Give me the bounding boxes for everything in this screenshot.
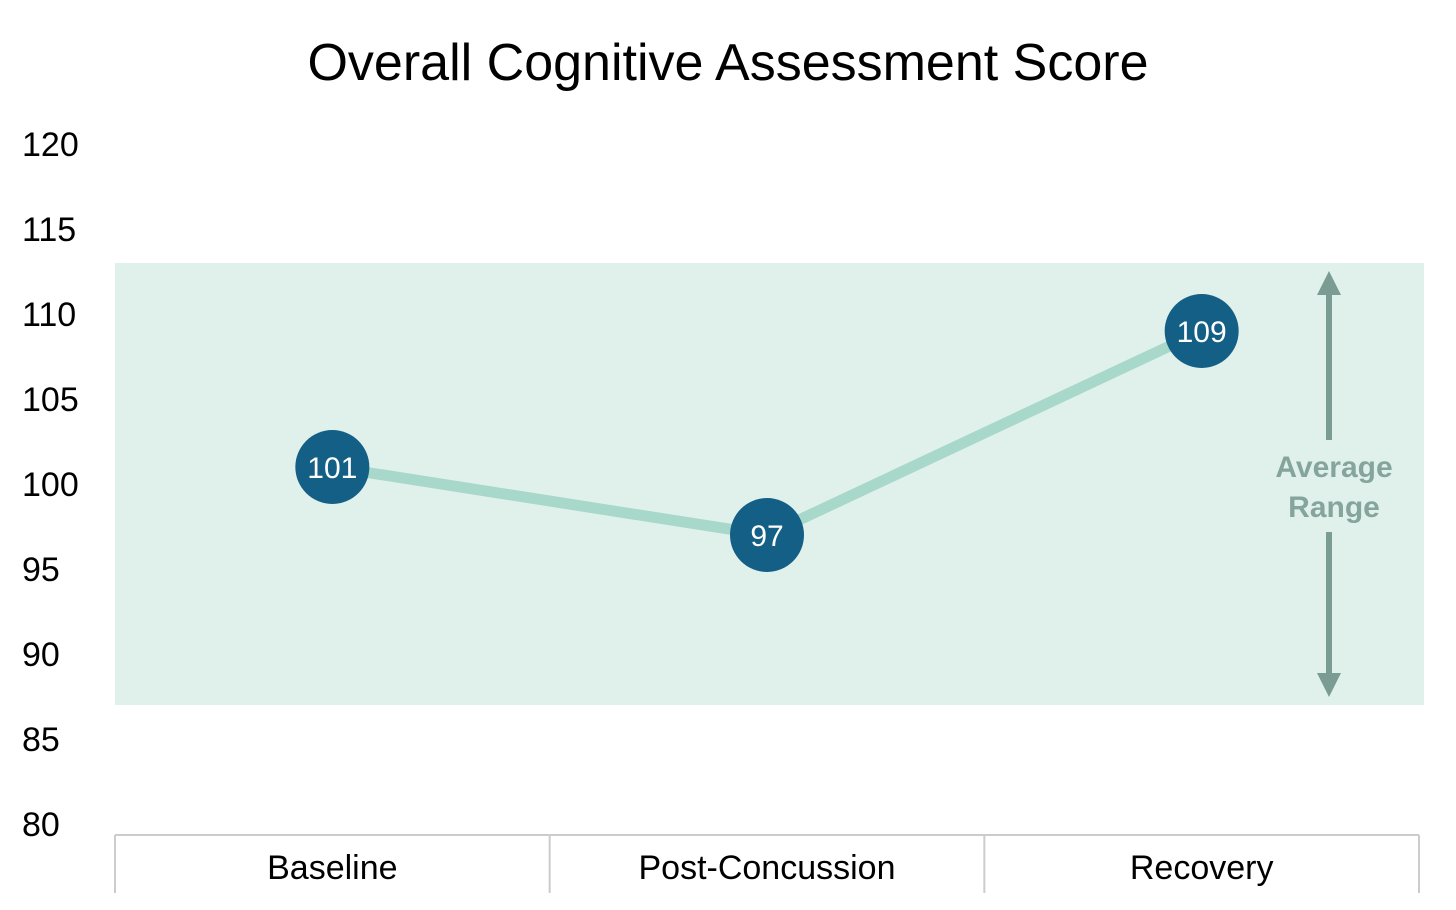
x-tick-label: Post-Concussion: [638, 849, 895, 887]
chart-title: Overall Cognitive Assessment Score: [307, 34, 1148, 92]
y-tick-label: 115: [22, 211, 76, 249]
average-range-label-line2: Range: [1288, 491, 1380, 524]
y-tick-label: 120: [22, 126, 79, 164]
data-points-layer: 101 97 109: [295, 294, 1239, 572]
y-axis: 80 85 90 95 100 105 110 115 120: [22, 126, 79, 844]
x-axis: Baseline Post-Concussion Recovery: [114, 834, 1420, 893]
average-range-annotation: Average Range: [1275, 271, 1393, 697]
x-tick-label: Recovery: [1130, 849, 1274, 887]
y-tick-label: 100: [22, 466, 79, 504]
y-tick-label: 85: [22, 721, 60, 759]
y-tick-label: 105: [22, 381, 79, 419]
data-label: 109: [1177, 316, 1227, 349]
y-tick-label: 80: [22, 806, 60, 844]
y-tick-label: 90: [22, 636, 60, 674]
range-arrow-up-head: [1317, 271, 1341, 295]
data-label: 101: [307, 452, 357, 485]
x-tick-label: Baseline: [267, 849, 397, 887]
data-label: 97: [750, 520, 783, 553]
average-range-label-line1: Average: [1275, 451, 1392, 484]
y-tick-label: 110: [22, 296, 76, 334]
data-point-marker: [1164, 294, 1239, 368]
data-point-marker: [730, 498, 804, 572]
y-tick-label: 95: [22, 551, 60, 589]
data-point-marker: [295, 430, 370, 504]
range-arrow-down-head: [1317, 673, 1341, 697]
